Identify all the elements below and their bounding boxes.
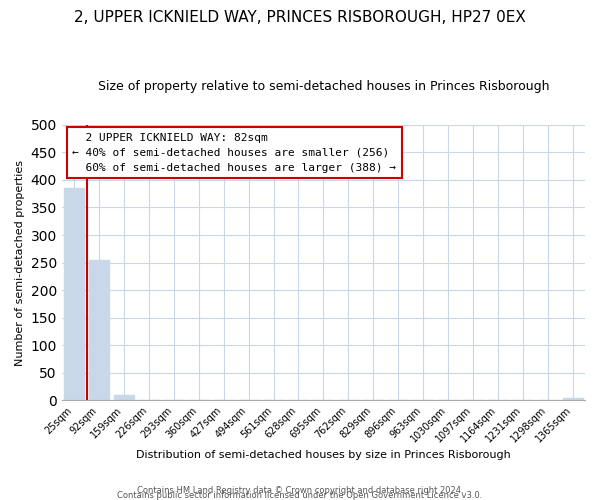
- Text: 2 UPPER ICKNIELD WAY: 82sqm
← 40% of semi-detached houses are smaller (256)
  60: 2 UPPER ICKNIELD WAY: 82sqm ← 40% of sem…: [72, 133, 396, 172]
- Bar: [89, 260, 109, 400]
- Text: Contains public sector information licensed under the Open Government Licence v3: Contains public sector information licen…: [118, 491, 482, 500]
- Bar: [563, 398, 583, 400]
- X-axis label: Distribution of semi-detached houses by size in Princes Risborough: Distribution of semi-detached houses by …: [136, 450, 511, 460]
- Bar: [114, 395, 134, 400]
- Bar: [64, 188, 84, 400]
- Text: 2, UPPER ICKNIELD WAY, PRINCES RISBOROUGH, HP27 0EX: 2, UPPER ICKNIELD WAY, PRINCES RISBOROUG…: [74, 10, 526, 25]
- Title: Size of property relative to semi-detached houses in Princes Risborough: Size of property relative to semi-detach…: [98, 80, 549, 93]
- Text: Contains HM Land Registry data © Crown copyright and database right 2024.: Contains HM Land Registry data © Crown c…: [137, 486, 463, 495]
- Y-axis label: Number of semi-detached properties: Number of semi-detached properties: [15, 160, 25, 366]
